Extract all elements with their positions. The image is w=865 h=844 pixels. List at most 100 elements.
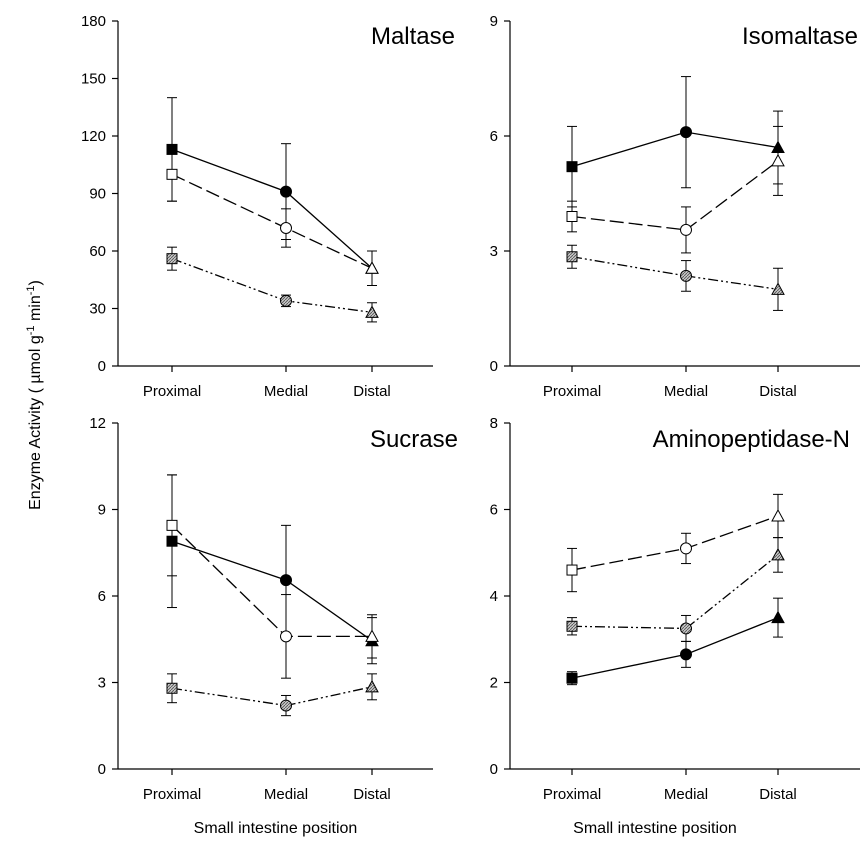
series-1 — [166, 474, 379, 665]
y-tick-label: 3 — [490, 243, 498, 260]
data-point-square — [566, 620, 578, 632]
y-axis-title-main: Enzyme Activity ( — [27, 384, 44, 510]
y-tick-label: 0 — [490, 761, 498, 778]
y-tick-label: 8 — [490, 415, 498, 432]
x-tick-label: Medial — [664, 383, 708, 400]
panel-2: 0 3 6 9 Proximal Medial Distal Isomaltase — [490, 13, 860, 400]
x-tick-label: Distal — [759, 383, 797, 400]
panel-title: Sucrase — [370, 426, 458, 453]
x-tick-label: Distal — [759, 786, 797, 803]
series-1 — [566, 76, 785, 208]
data-point-triangle — [771, 282, 785, 295]
x-tick-label: Distal — [353, 786, 391, 803]
data-point-triangle — [365, 305, 379, 318]
y-tick-label: 9 — [490, 13, 498, 30]
y-tick-label: 6 — [98, 588, 106, 605]
series-line — [171, 173, 373, 269]
series-3 — [566, 244, 785, 311]
y-tick-label: 0 — [490, 358, 498, 375]
y-tick-label: 4 — [490, 588, 498, 605]
x-tick-label: Proximal — [143, 383, 201, 400]
x-tick-label: Distal — [353, 383, 391, 400]
series-1 — [566, 597, 785, 686]
data-point-circle — [680, 648, 692, 661]
data-point-triangle — [365, 629, 379, 642]
x-tick-label: Medial — [264, 383, 308, 400]
series-2 — [166, 147, 379, 286]
data-point-circle — [280, 222, 292, 234]
data-point-circle — [280, 294, 292, 307]
series-line — [571, 554, 779, 630]
series-2 — [566, 125, 785, 254]
data-point-triangle — [771, 610, 785, 624]
y-tick-label: 9 — [98, 502, 106, 519]
x-axis-title: Small intestine position — [194, 820, 358, 837]
y-axis-title-sup1: -1 — [25, 325, 37, 335]
series-line — [571, 256, 779, 290]
data-point-square — [566, 672, 578, 684]
x-axis-title: Small intestine position — [573, 820, 737, 837]
x-tick-label: Proximal — [543, 786, 601, 803]
data-point-square — [166, 682, 178, 694]
data-point-triangle — [771, 547, 785, 561]
series-2 — [166, 474, 379, 679]
data-point-circle — [280, 630, 292, 643]
series-line — [171, 148, 373, 269]
data-point-circle — [280, 574, 292, 587]
y-tick-label: 150 — [81, 71, 106, 88]
y-axis-title-sup2: -1 — [25, 285, 37, 295]
y-axis-title: Enzyme Activity ( µmol g-1 min-1) — [25, 280, 44, 510]
y-tick-label: 90 — [89, 186, 106, 203]
y-tick-label: 6 — [490, 502, 498, 519]
data-point-circle — [280, 699, 292, 712]
panel-4: 0 2 4 6 8 Proximal Medial Distal Aminopeptidase-… — [490, 415, 860, 837]
data-point-square — [166, 519, 178, 531]
x-tick-label: Medial — [264, 786, 308, 803]
data-point-triangle — [771, 508, 785, 522]
y-tick-label: 12 — [89, 415, 106, 432]
y-axis-title-mu: µ — [27, 374, 44, 383]
series-3 — [166, 246, 379, 323]
data-point-square — [166, 168, 178, 180]
series-line — [571, 515, 779, 571]
series-line — [171, 686, 373, 707]
y-axis-title-min: min — [27, 295, 44, 325]
data-point-square — [566, 211, 578, 222]
panel-title: Isomaltase — [742, 23, 858, 50]
y-tick-label: 0 — [98, 761, 106, 778]
y-tick-label: 2 — [490, 675, 498, 692]
y-tick-label: 120 — [81, 128, 106, 145]
series-line — [571, 160, 779, 231]
x-tick-label: Proximal — [143, 786, 201, 803]
series-3 — [566, 537, 785, 642]
data-point-square — [566, 161, 578, 173]
data-point-square — [166, 253, 178, 265]
y-tick-label: 180 — [81, 13, 106, 30]
y-axis-title-close: ) — [27, 280, 44, 285]
series-1 — [166, 97, 379, 286]
x-tick-label: Proximal — [543, 383, 601, 400]
series-2 — [566, 493, 785, 593]
y-tick-label: 60 — [89, 243, 106, 260]
panel-3: 0 3 6 9 12 Proximal Medial Distal Sucrase Small i… — [89, 415, 458, 837]
y-axis-title-unit: mol g — [27, 335, 44, 374]
y-tick-label: 6 — [490, 128, 498, 145]
data-point-triangle — [365, 679, 379, 693]
series-3 — [166, 673, 379, 717]
data-point-circle — [680, 223, 692, 236]
panel-title: Aminopeptidase-N — [653, 426, 850, 453]
data-point-square — [566, 251, 578, 263]
series-line — [571, 131, 779, 168]
data-point-circle — [680, 126, 692, 139]
data-point-circle — [680, 542, 692, 555]
y-tick-label: 30 — [89, 301, 106, 318]
y-tick-label: 0 — [98, 358, 106, 375]
x-tick-label: Medial — [664, 786, 708, 803]
data-point-square — [566, 564, 578, 576]
data-point-circle — [280, 185, 292, 198]
series-line — [171, 258, 373, 313]
data-point-circle — [680, 622, 692, 635]
data-point-triangle — [365, 261, 379, 274]
